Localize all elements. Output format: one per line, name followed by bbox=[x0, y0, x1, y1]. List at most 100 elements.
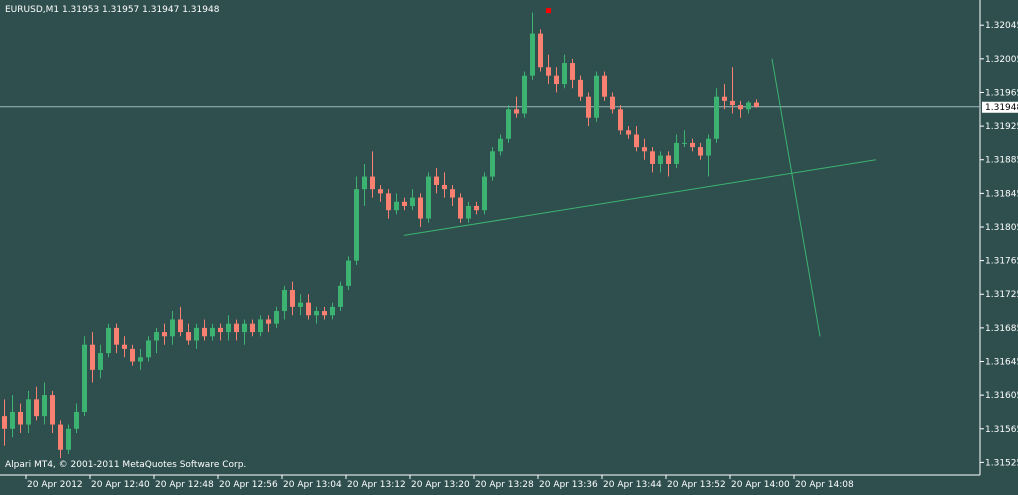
candle-body bbox=[658, 155, 663, 164]
candle-body bbox=[466, 205, 471, 219]
candle bbox=[106, 323, 111, 358]
candle bbox=[618, 105, 623, 135]
x-tick-label: 20 Apr 14:00 bbox=[731, 480, 790, 490]
trendline[interactable] bbox=[403, 159, 877, 236]
candle bbox=[402, 197, 407, 211]
y-tick-label: 1.31965 bbox=[985, 88, 1018, 98]
candle bbox=[258, 315, 263, 337]
candle-body bbox=[690, 142, 695, 148]
candle bbox=[586, 92, 591, 127]
y-tick-label: 1.31845 bbox=[985, 189, 1018, 199]
x-tick-label: 20 Apr 13:52 bbox=[667, 480, 726, 490]
candle-body bbox=[738, 105, 743, 110]
y-tick-label: 1.31645 bbox=[985, 358, 1018, 368]
candle-body bbox=[266, 319, 271, 324]
candle bbox=[122, 336, 127, 358]
candle-body bbox=[290, 290, 295, 307]
candle-body bbox=[362, 176, 367, 190]
x-tick-label: 20 Apr 14:08 bbox=[795, 480, 854, 490]
candle bbox=[482, 172, 487, 215]
y-tick-label: 1.32045 bbox=[985, 21, 1018, 31]
candle-body bbox=[498, 138, 503, 152]
candle-body bbox=[50, 395, 55, 425]
candle-body bbox=[530, 33, 535, 76]
plot-area bbox=[0, 0, 980, 475]
candle-body bbox=[258, 319, 263, 333]
candle-body bbox=[562, 63, 567, 85]
candle-body bbox=[106, 327, 111, 354]
candle-body bbox=[146, 340, 151, 358]
current-price-label: 1.31948 bbox=[985, 103, 1018, 113]
candle bbox=[130, 344, 135, 366]
candle bbox=[66, 424, 71, 454]
candle bbox=[666, 151, 671, 177]
y-tick-label: 1.31565 bbox=[985, 425, 1018, 435]
candle bbox=[554, 67, 559, 93]
candle-body bbox=[306, 302, 311, 316]
candle-body bbox=[746, 102, 751, 110]
candle-body bbox=[10, 411, 15, 429]
candle-body bbox=[458, 197, 463, 219]
candle bbox=[538, 29, 543, 72]
candle-body bbox=[666, 155, 671, 164]
candle bbox=[642, 138, 647, 160]
candle-body bbox=[554, 75, 559, 85]
candle-body bbox=[346, 260, 351, 286]
candle-body bbox=[378, 189, 383, 194]
candle bbox=[322, 306, 327, 320]
trendline[interactable] bbox=[771, 58, 821, 337]
x-tick-label: 20 Apr 13:12 bbox=[347, 480, 406, 490]
candle bbox=[242, 319, 247, 345]
candle-body bbox=[410, 197, 415, 206]
candle-body bbox=[402, 201, 407, 206]
y-tick-label: 1.31925 bbox=[985, 122, 1018, 132]
candle-body bbox=[434, 176, 439, 185]
candle bbox=[42, 382, 47, 425]
symbol-ohlc-label: EURUSD,M1 1.31953 1.31957 1.31947 1.3194… bbox=[5, 5, 220, 15]
candle bbox=[754, 99, 759, 108]
candle-body bbox=[82, 344, 87, 412]
candle-body bbox=[130, 348, 135, 362]
candle-body bbox=[202, 327, 207, 337]
candle-body bbox=[522, 75, 527, 114]
candle-body bbox=[714, 96, 719, 139]
candle bbox=[418, 193, 423, 227]
candle bbox=[490, 147, 495, 181]
candle bbox=[626, 126, 631, 139]
candle bbox=[250, 319, 255, 337]
candle-body bbox=[354, 189, 359, 261]
candle bbox=[674, 134, 679, 169]
candle-body bbox=[730, 100, 735, 106]
candle bbox=[738, 100, 743, 118]
candle-body bbox=[26, 399, 31, 425]
candle bbox=[722, 84, 727, 110]
candle-body bbox=[538, 33, 543, 68]
candle bbox=[594, 71, 599, 122]
candle-body bbox=[90, 344, 95, 370]
candle bbox=[154, 327, 159, 354]
candle bbox=[746, 100, 751, 114]
candle bbox=[698, 142, 703, 160]
candle bbox=[370, 151, 375, 198]
trendlines[interactable] bbox=[403, 58, 877, 337]
candle-body bbox=[58, 424, 63, 450]
candle bbox=[178, 306, 183, 337]
candle bbox=[234, 319, 239, 341]
candle-body bbox=[570, 63, 575, 80]
candle-body bbox=[98, 353, 103, 370]
candle-body bbox=[282, 290, 287, 312]
x-tick-label: 20 Apr 13:44 bbox=[603, 480, 662, 490]
current-price-box bbox=[982, 101, 1018, 113]
y-tick-label: 1.32005 bbox=[985, 55, 1018, 65]
candle bbox=[530, 12, 535, 80]
candle-body bbox=[474, 205, 479, 211]
candle-body bbox=[34, 399, 39, 417]
candle bbox=[354, 176, 359, 265]
candle-body bbox=[2, 416, 7, 429]
candle bbox=[34, 386, 39, 421]
candle bbox=[194, 323, 199, 349]
candle bbox=[346, 256, 351, 291]
candle bbox=[426, 172, 431, 223]
